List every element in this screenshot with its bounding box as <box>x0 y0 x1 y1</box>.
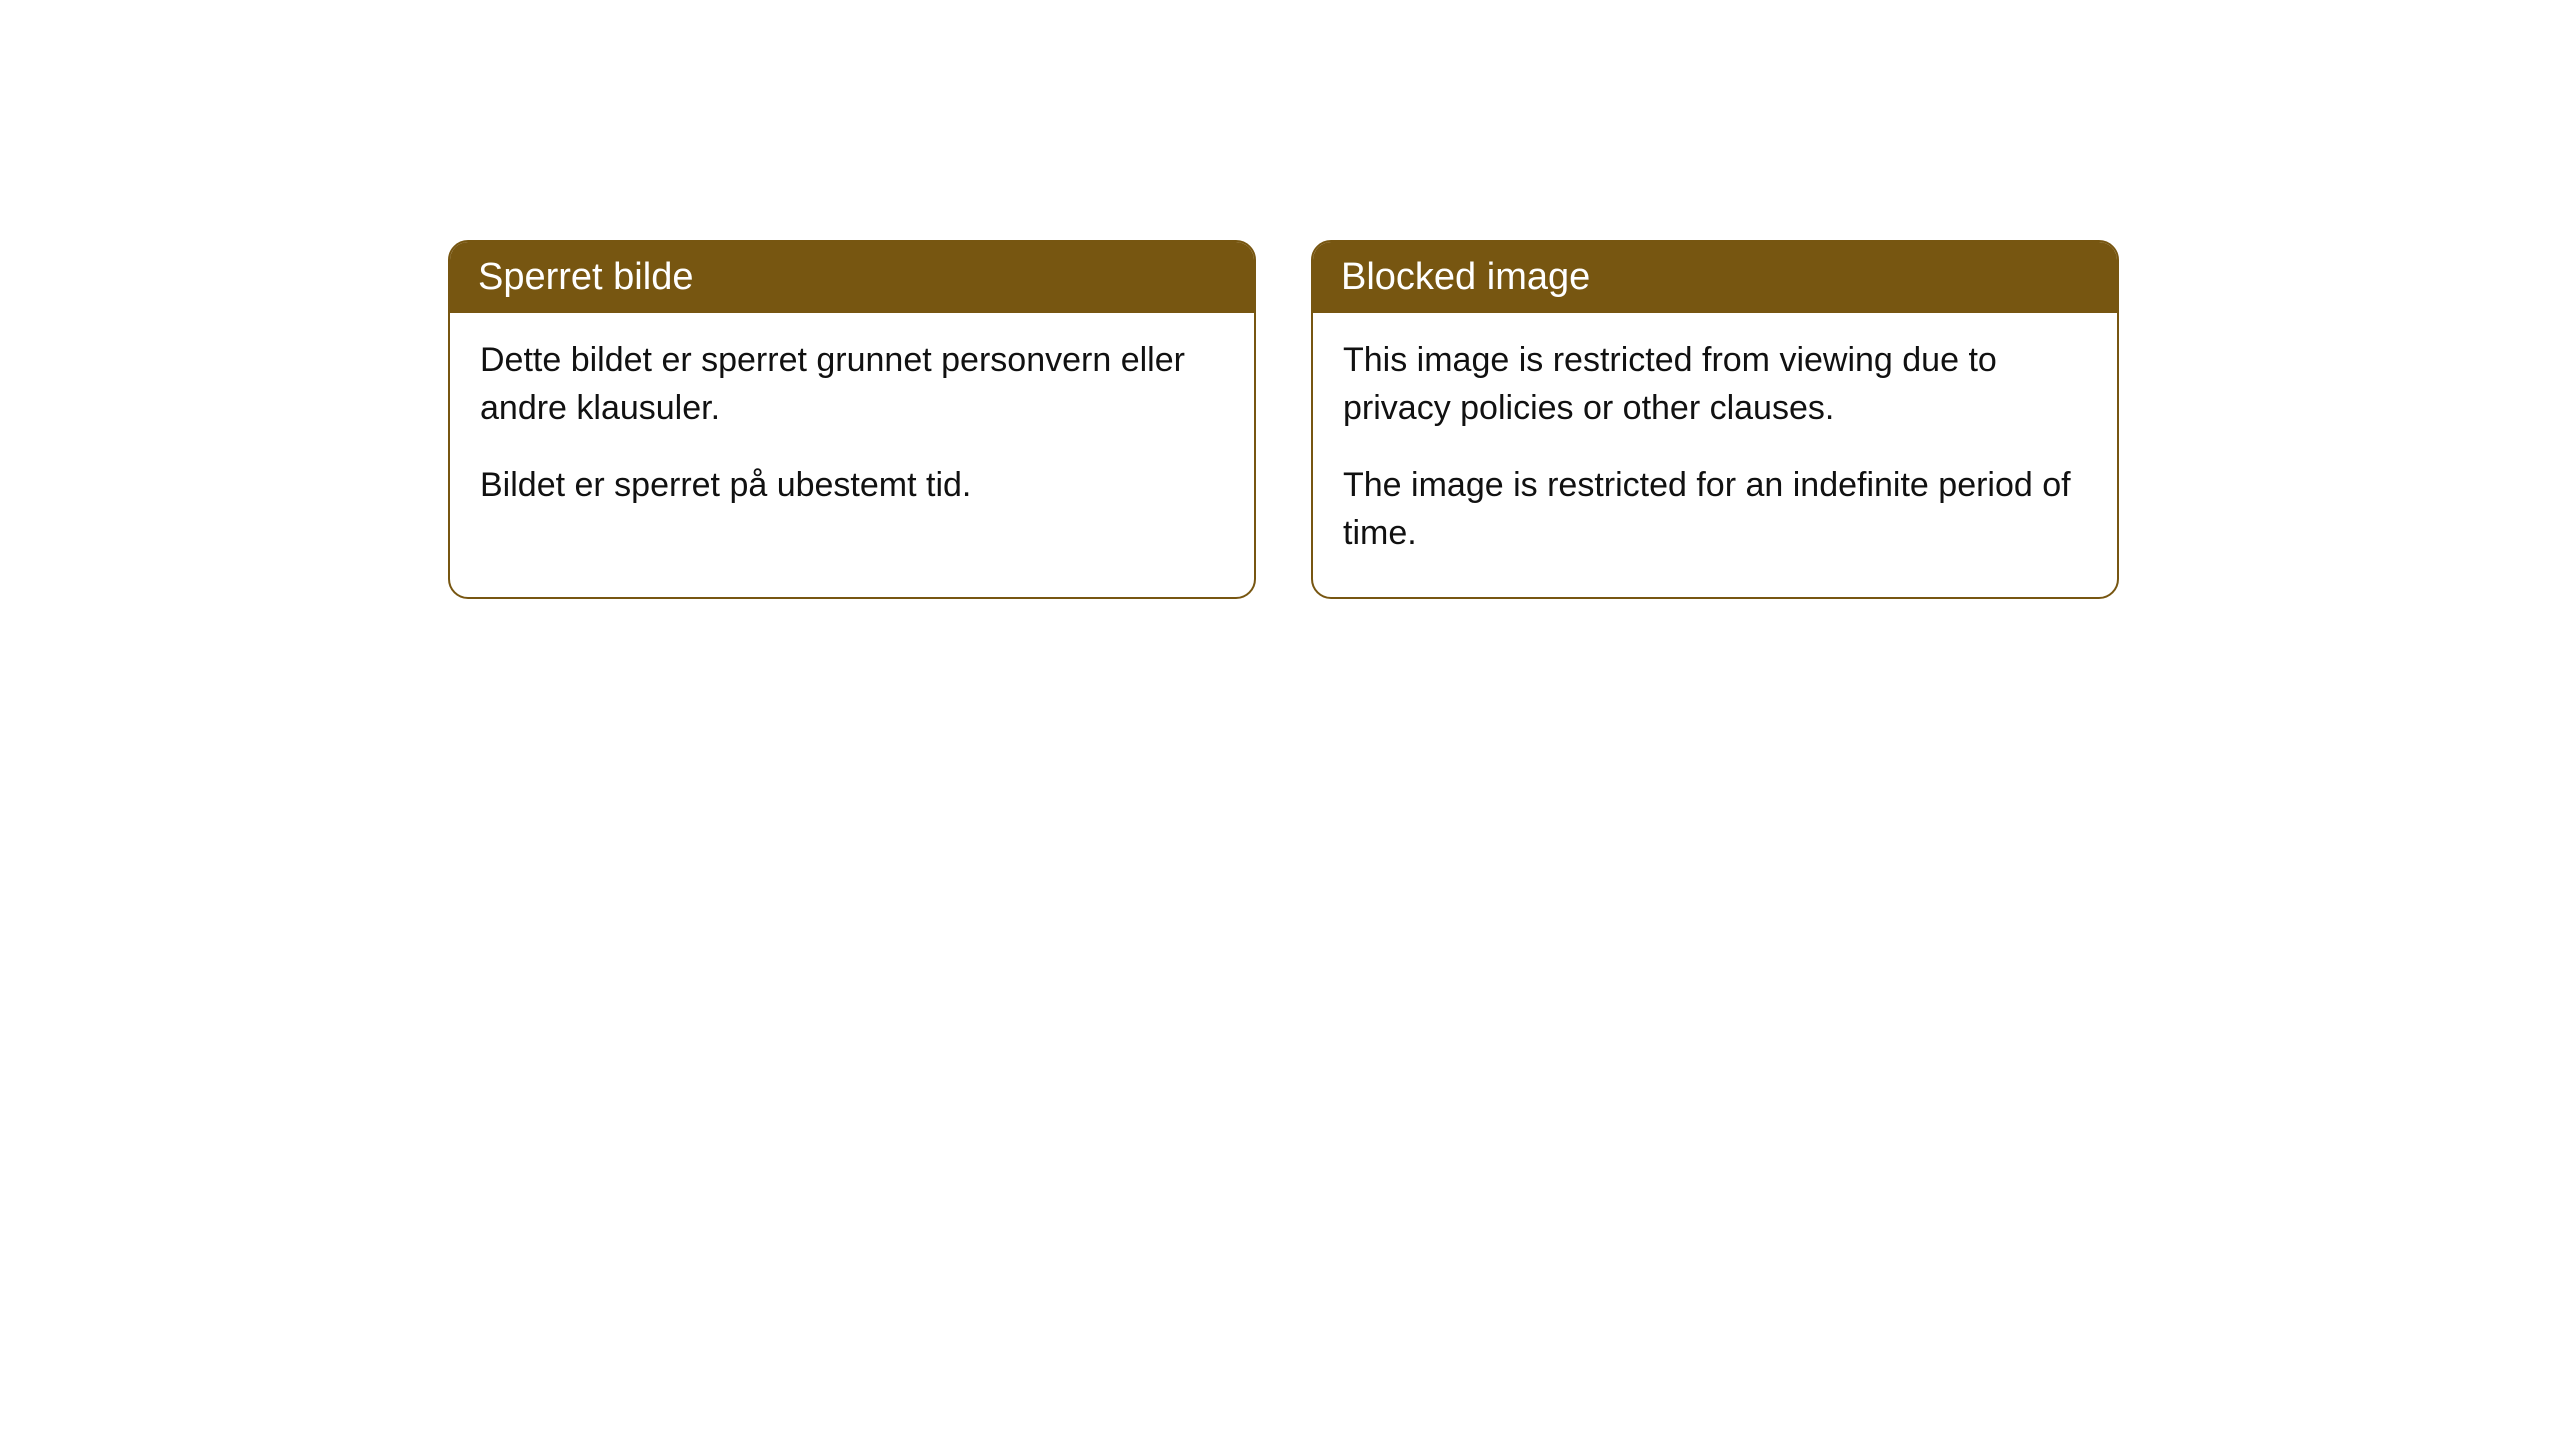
card-text-line1: This image is restricted from viewing du… <box>1343 337 2087 432</box>
card-text-line1: Dette bildet er sperret grunnet personve… <box>480 337 1224 432</box>
card-header-norwegian: Sperret bilde <box>450 242 1254 313</box>
card-body-norwegian: Dette bildet er sperret grunnet personve… <box>450 313 1254 550</box>
card-text-line2: Bildet er sperret på ubestemt tid. <box>480 462 1224 510</box>
card-text-line2: The image is restricted for an indefinit… <box>1343 462 2087 557</box>
card-title: Sperret bilde <box>478 256 693 298</box>
card-title: Blocked image <box>1341 256 1590 298</box>
notice-card-english: Blocked image This image is restricted f… <box>1311 240 2119 599</box>
card-header-english: Blocked image <box>1313 242 2117 313</box>
card-body-english: This image is restricted from viewing du… <box>1313 313 2117 597</box>
notice-cards-container: Sperret bilde Dette bildet er sperret gr… <box>448 240 2119 599</box>
notice-card-norwegian: Sperret bilde Dette bildet er sperret gr… <box>448 240 1256 599</box>
